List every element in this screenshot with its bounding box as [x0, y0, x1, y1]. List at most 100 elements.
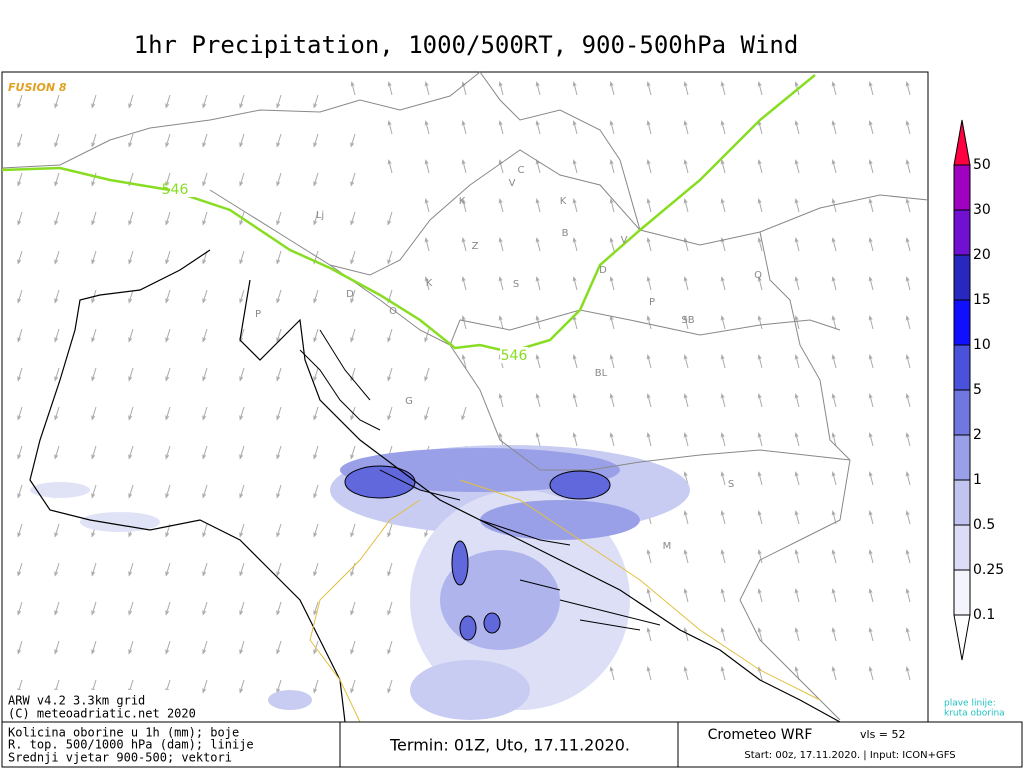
wind-arrow — [165, 133, 171, 148]
wind-arrow — [350, 172, 356, 187]
wind-arrow — [91, 601, 97, 616]
wind-arrow — [683, 549, 689, 564]
wind-arrow — [868, 588, 874, 603]
wind-arrow — [646, 432, 652, 447]
wind-arrow — [387, 211, 393, 226]
wind-arrow — [646, 81, 652, 96]
wind-arrow — [905, 120, 911, 135]
wind-arrow — [720, 276, 726, 291]
wind-arrow — [239, 484, 245, 499]
wind-arrow — [239, 250, 245, 265]
place-label: Q — [754, 270, 762, 281]
wind-arrow — [535, 432, 541, 447]
wind-arrow — [609, 120, 615, 135]
wind-arrow — [424, 276, 430, 291]
wind-arrow — [54, 172, 60, 187]
wind-arrow — [276, 445, 282, 460]
wind-arrow — [128, 640, 134, 655]
note: plave linije: — [944, 699, 996, 709]
wind-arrow — [757, 432, 763, 447]
wind-arrow — [831, 315, 837, 330]
place-label: BL — [595, 368, 608, 379]
wind-arrow — [17, 94, 23, 109]
wind-arrow — [572, 237, 578, 252]
colorbar-label: 0.5 — [973, 517, 995, 533]
run-time: Termin: 01Z, Uto, 17.11.2020. — [389, 736, 630, 755]
wind-arrow — [239, 601, 245, 616]
wind-arrow — [498, 120, 504, 135]
colorbar-label: 0.25 — [973, 562, 1004, 578]
wind-arrow — [609, 81, 615, 96]
wind-arrow — [461, 159, 467, 174]
wind-arrow — [239, 94, 245, 109]
wind-arrow — [128, 250, 134, 265]
wind-arrow — [905, 627, 911, 642]
wind-arrow — [91, 367, 97, 382]
wind-arrow — [165, 289, 171, 304]
place-label: O — [389, 306, 397, 317]
wind-arrow — [683, 315, 689, 330]
wind-arrow — [91, 133, 97, 148]
wind-arrow — [239, 406, 245, 421]
wind-arrow — [350, 640, 356, 655]
place-label: D — [346, 289, 354, 300]
wind-arrow — [313, 133, 319, 148]
wind-arrow — [387, 120, 393, 135]
wind-arrow — [17, 367, 23, 382]
wind-arrow — [609, 237, 615, 252]
wind-arrow — [202, 289, 208, 304]
colorbar-label: 15 — [973, 292, 991, 308]
wind-arrow — [609, 666, 615, 681]
wind-arrow — [498, 198, 504, 213]
wind-arrow — [313, 367, 319, 382]
place-label: S — [513, 279, 519, 290]
wind-arrow — [91, 445, 97, 460]
wind-arrow — [794, 315, 800, 330]
wind-arrow — [683, 81, 689, 96]
wind-arrow — [202, 484, 208, 499]
wind-arrow — [757, 549, 763, 564]
wind-arrow — [646, 198, 652, 213]
wind-arrow — [757, 276, 763, 291]
wind-arrow — [905, 81, 911, 96]
wind-arrow — [424, 406, 430, 421]
wind-arrow — [91, 406, 97, 421]
wind-arrow — [720, 81, 726, 96]
wind-arrow — [276, 367, 282, 382]
wind-arrow — [387, 328, 393, 343]
wind-arrow — [794, 393, 800, 408]
wind-arrow — [239, 445, 245, 460]
wind-arrow — [609, 276, 615, 291]
wind-arrow — [17, 133, 23, 148]
wind-arrow — [54, 562, 60, 577]
wind-arrow — [868, 237, 874, 252]
wind-arrow — [720, 666, 726, 681]
wind-arrow — [535, 393, 541, 408]
wind-arrow — [313, 211, 319, 226]
wind-arrow — [424, 159, 430, 174]
wind-arrow — [313, 328, 319, 343]
wind-arrow — [202, 640, 208, 655]
wind-arrow — [276, 133, 282, 148]
wind-arrow — [831, 471, 837, 486]
wind-arrow — [128, 133, 134, 148]
wind-arrow — [424, 81, 430, 96]
wind-arrow — [794, 198, 800, 213]
wind-arrow — [202, 133, 208, 148]
wind-arrow — [276, 172, 282, 187]
wind-arrow — [17, 601, 23, 616]
levels: vls = 52 — [860, 728, 906, 741]
wind-arrow — [239, 367, 245, 382]
wind-arrow — [54, 601, 60, 616]
wind-arrow — [239, 562, 245, 577]
wind-arrow — [905, 198, 911, 213]
wind-arrow — [831, 432, 837, 447]
wind-arrow — [461, 237, 467, 252]
wind-arrow — [794, 549, 800, 564]
wind-arrow — [572, 354, 578, 369]
wind-arrow — [646, 237, 652, 252]
wind-arrow — [757, 81, 763, 96]
wind-arrow — [794, 471, 800, 486]
